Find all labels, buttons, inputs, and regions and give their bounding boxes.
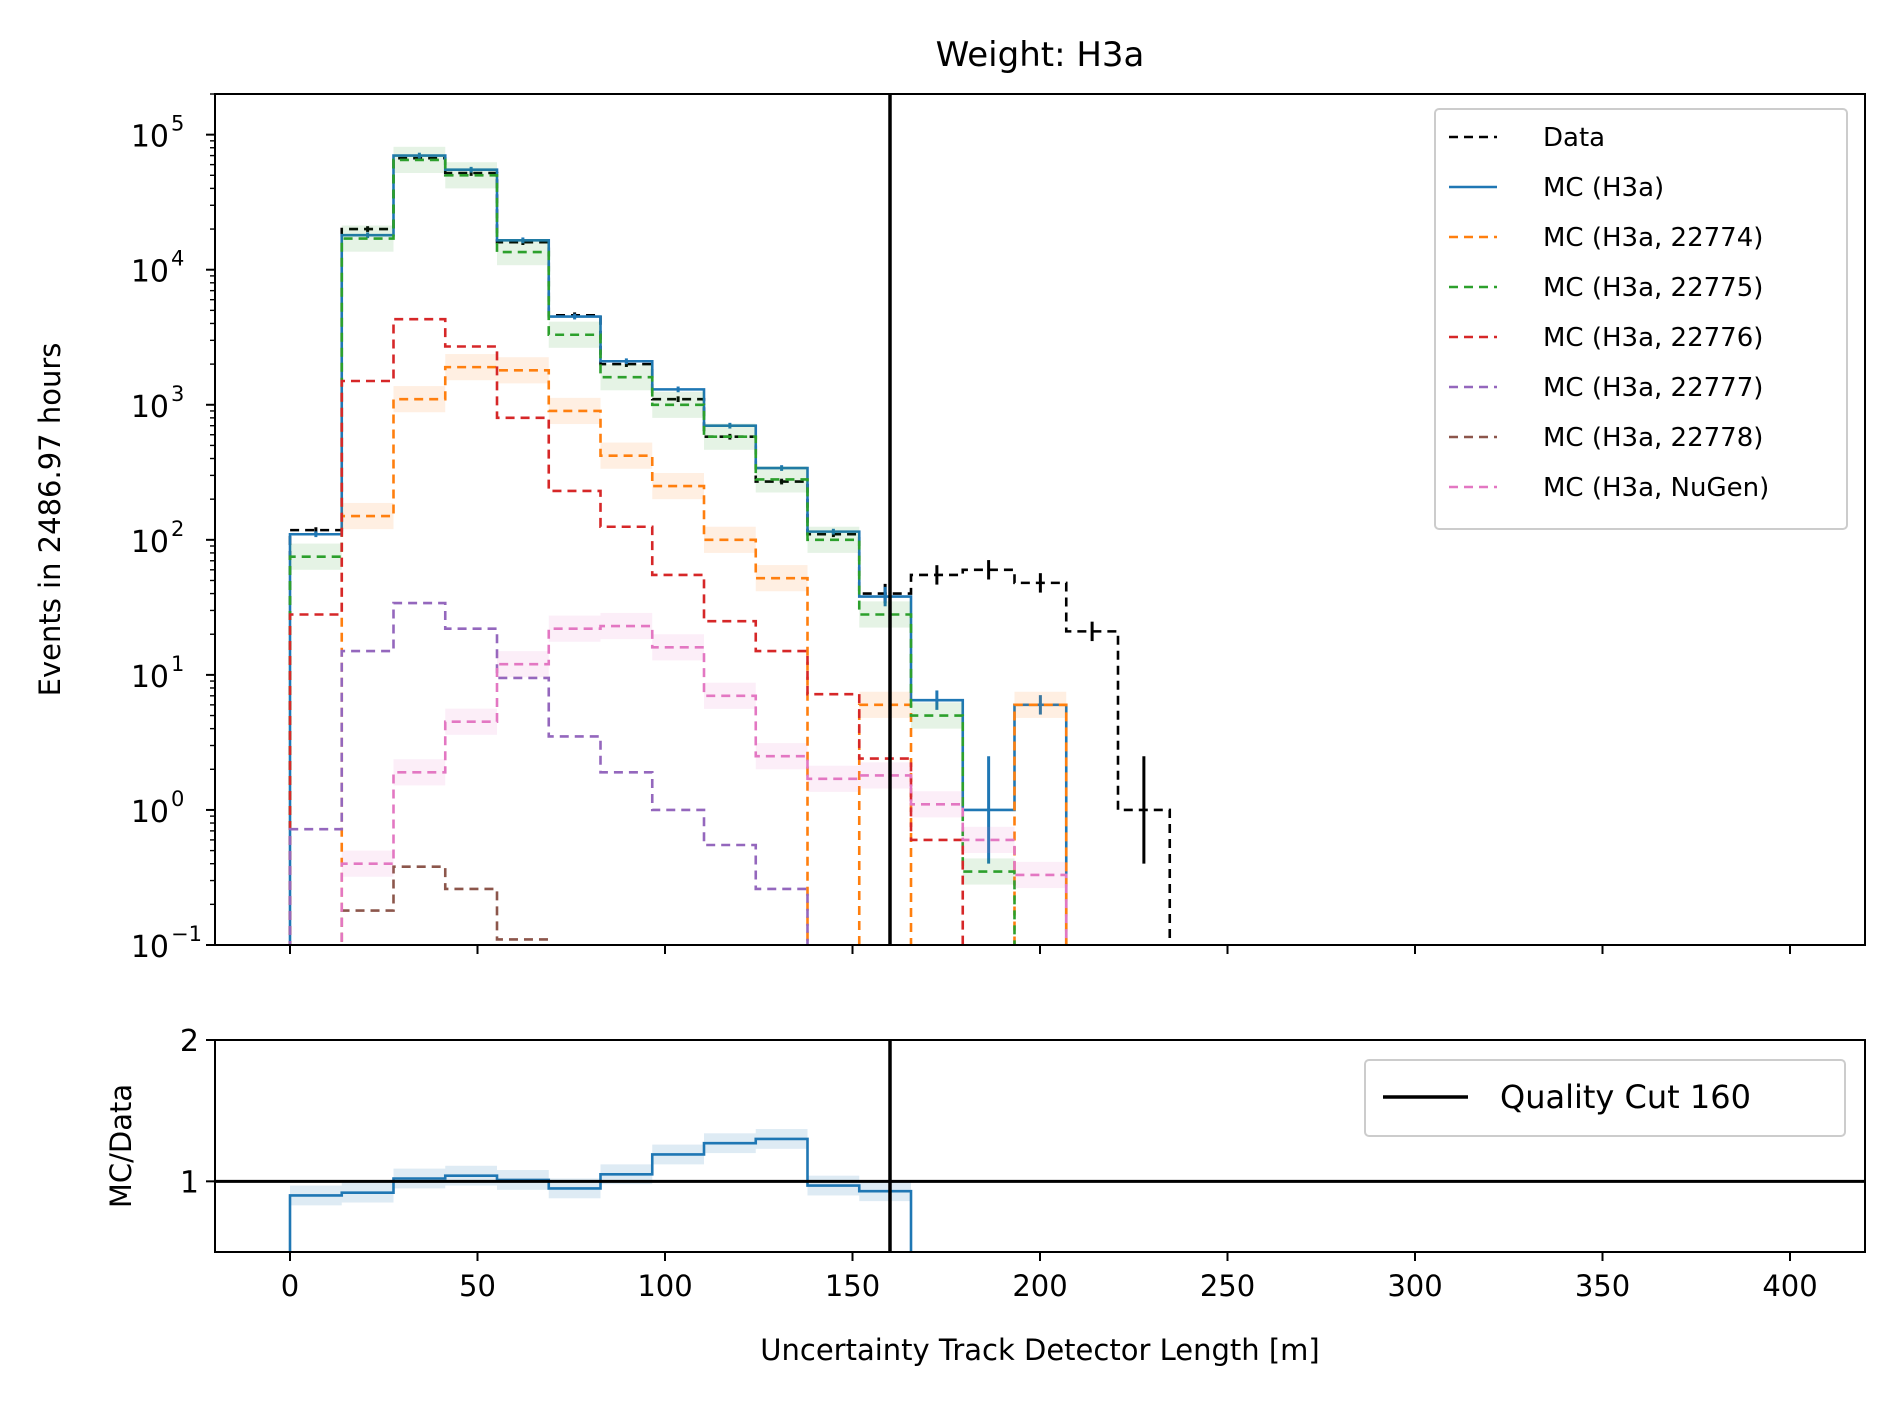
x-tick-label-250: 250 <box>1200 1269 1255 1303</box>
y-tick-exponent: 3 <box>171 382 184 406</box>
y-tick-exponent: −1 <box>171 922 202 946</box>
ratio-y-tick-label: 1 <box>180 1165 199 1200</box>
band-3-3 <box>445 162 497 189</box>
y-tick-label: 10 <box>131 795 169 830</box>
series-line-7 <box>340 624 1068 945</box>
y-axis-label: Events in 2486.97 hours <box>33 343 67 697</box>
series-line-4 <box>288 317 965 945</box>
series-line-5 <box>288 601 809 945</box>
legend-label-1: MC (H3a) <box>1543 173 1664 203</box>
legend-label-4: MC (H3a, 22776) <box>1543 323 1763 353</box>
ratio-legend: Quality Cut 160 <box>1364 1059 1846 1137</box>
ratio-y-tick-label: 2 <box>180 1024 199 1059</box>
legend-label-7: MC (H3a, NuGen) <box>1543 473 1769 503</box>
y-tick-label: 10 <box>131 930 169 965</box>
legend-label-2: MC (H3a, 22774) <box>1543 223 1763 253</box>
series-line-1 <box>288 154 1068 945</box>
legend-label-5: MC (H3a, 22777) <box>1543 373 1763 403</box>
y-tick-label: 10 <box>131 255 169 290</box>
y-tick-label: 10 <box>131 525 169 560</box>
x-tick-label-0: 0 <box>281 1269 299 1303</box>
y-tick-label: 10 <box>131 660 169 695</box>
ratio-plot-area <box>215 1040 1865 1252</box>
y-tick-exponent: 5 <box>171 112 184 136</box>
x-axis-label: Uncertainty Track Detector Length [m] <box>760 1333 1319 1367</box>
x-tick-label-200: 200 <box>1012 1269 1067 1303</box>
x-tick-label-300: 300 <box>1387 1269 1442 1303</box>
ratio-y-axis-label: MC/Data <box>104 1084 138 1208</box>
main-plot-area <box>288 94 1172 945</box>
y-tick-exponent: 4 <box>171 247 184 271</box>
series-line-3 <box>288 158 1016 945</box>
ratio-legend-box <box>1364 1059 1846 1137</box>
band-2-14 <box>1014 691 1067 718</box>
legend-label-6: MC (H3a, 22778) <box>1543 423 1763 453</box>
legend-label-0: Data <box>1543 123 1605 153</box>
x-tick-label-150: 150 <box>825 1269 880 1303</box>
legend-box <box>1434 108 1848 530</box>
x-tick-label-400: 400 <box>1762 1269 1817 1303</box>
ratio-legend-label: Quality Cut 160 <box>1500 1078 1751 1116</box>
y-tick-label: 10 <box>131 390 169 425</box>
legend: Data MC (H3a) MC (H3a, 22774) MC (H3a, 2277… <box>1434 108 1848 530</box>
y-tick-exponent: 1 <box>171 652 184 676</box>
legend-label-3: MC (H3a, 22775) <box>1543 273 1763 303</box>
series-line-0 <box>288 156 1172 945</box>
y-tick-label: 10 <box>131 120 169 155</box>
band-2-5 <box>548 397 601 425</box>
x-tick-label-50: 50 <box>459 1269 496 1303</box>
y-tick-exponent: 2 <box>171 517 184 541</box>
y-tick-exponent: 0 <box>171 787 184 811</box>
chart-title: Weight: H3a <box>936 35 1145 75</box>
x-tick-label-350: 350 <box>1575 1269 1630 1303</box>
band-3-12 <box>911 702 963 729</box>
x-tick-label-100: 100 <box>637 1269 692 1303</box>
series-line-2 <box>340 365 1068 945</box>
series-line-6 <box>340 865 551 945</box>
